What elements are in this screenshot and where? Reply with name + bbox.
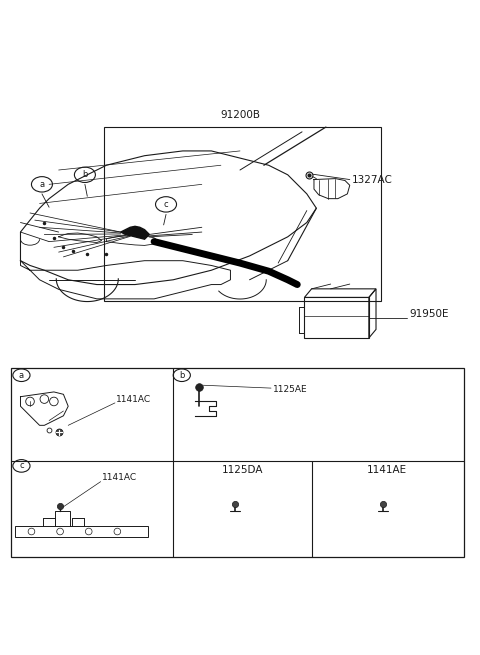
- Text: 1125DA: 1125DA: [222, 465, 263, 475]
- Text: 1141AC: 1141AC: [102, 474, 137, 482]
- Text: c: c: [164, 200, 168, 209]
- Text: b: b: [179, 371, 184, 380]
- Bar: [104, 127, 381, 301]
- Polygon shape: [120, 227, 149, 239]
- Text: 1125AE: 1125AE: [274, 385, 308, 394]
- Text: a: a: [19, 371, 24, 380]
- Bar: [15, 525, 148, 538]
- Text: 1327AC: 1327AC: [352, 175, 393, 185]
- Text: a: a: [39, 180, 45, 189]
- Text: b: b: [82, 170, 87, 179]
- Bar: [11, 368, 464, 557]
- Text: 1141AE: 1141AE: [367, 465, 407, 475]
- Text: 1141AC: 1141AC: [116, 394, 151, 403]
- Text: 91200B: 91200B: [220, 110, 260, 120]
- Bar: [304, 297, 369, 338]
- Text: c: c: [19, 461, 24, 470]
- Text: 91950E: 91950E: [409, 309, 449, 319]
